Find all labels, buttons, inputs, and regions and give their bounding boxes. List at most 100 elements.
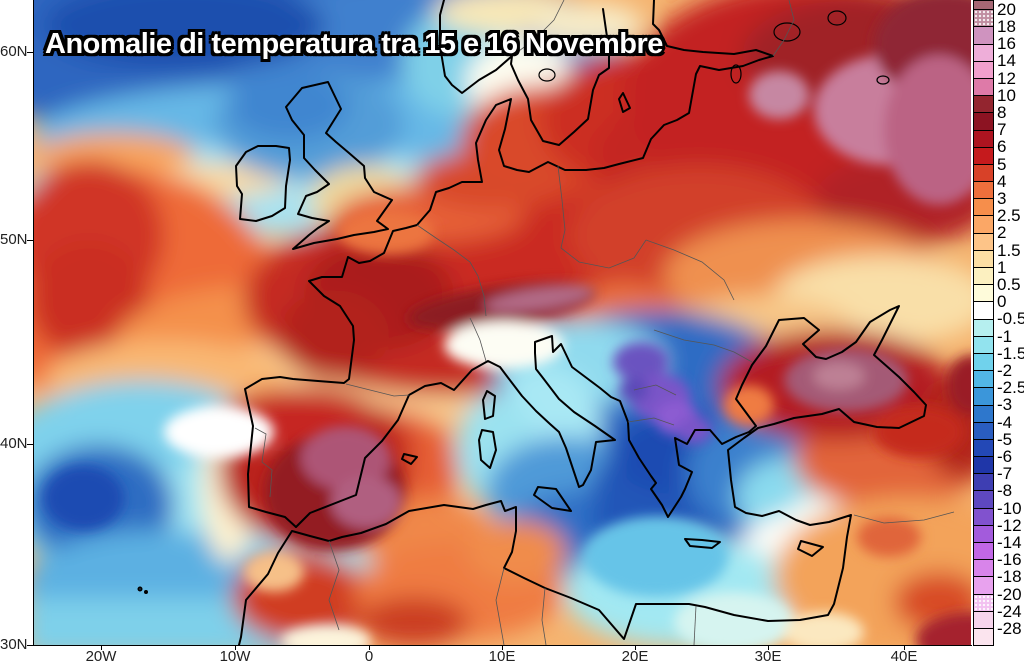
colorbar-cell	[974, 1, 993, 11]
colorbar-cell	[974, 199, 993, 217]
colorbar-cell	[974, 594, 993, 612]
colorbar-cell	[974, 113, 993, 131]
colorbar-cell	[974, 216, 993, 234]
lon-tick-mark	[635, 645, 636, 650]
colorbar-cell	[974, 543, 993, 561]
colorbar-tick-label: 18	[997, 16, 1016, 36]
colorbar-tick-label: -16	[997, 550, 1022, 570]
lon-tick-mark	[235, 645, 236, 650]
colorbar-cell	[974, 508, 993, 526]
lon-tick-mark	[502, 645, 503, 650]
colorbar-tick-label: -7	[997, 464, 1013, 484]
colorbar-tick-label: 5	[997, 154, 1007, 174]
colorbar-tick-label: 3	[997, 188, 1007, 208]
colorbar-tick-label: -10	[997, 498, 1022, 518]
colorbar-cell	[974, 319, 993, 337]
anomaly-field-svg	[34, 0, 971, 645]
colorbar-tick-label: 20	[997, 0, 1016, 19]
lat-tick-mark	[27, 52, 33, 53]
lat-tick-mark	[27, 240, 33, 241]
lat-tick-label: 50N	[0, 231, 28, 248]
colorbar-cell	[974, 405, 993, 423]
colorbar-cell	[974, 250, 993, 268]
colorbar-tick-label: -24	[997, 601, 1022, 621]
lon-tick-mark	[101, 645, 102, 650]
lon-tick-label: 20E	[621, 648, 649, 664]
colorbar-tick-label: -18	[997, 567, 1022, 587]
lon-tick-label: 30E	[754, 648, 782, 664]
colorbar-cell	[974, 628, 993, 645]
colorbar-cell	[974, 96, 993, 114]
colorbar-tick-label: -0.5	[997, 309, 1024, 329]
lat-tick-label: 60N	[0, 43, 28, 60]
colorbar-tick-label: 4	[997, 171, 1007, 191]
colorbar-cell	[974, 182, 993, 200]
colorbar-tick-label: 16	[997, 34, 1016, 54]
left-axis-line	[33, 0, 34, 645]
lat-tick-mark	[27, 444, 33, 445]
colorbar-cell	[974, 336, 993, 354]
colorbar-cell	[974, 285, 993, 303]
colorbar-cell	[974, 491, 993, 509]
colorbar-cell	[974, 611, 993, 629]
colorbar-tick-label: 1.5	[997, 240, 1021, 260]
colorbar-tick-label: 12	[997, 68, 1016, 88]
colorbar-cell	[974, 27, 993, 45]
colorbar-legend	[973, 0, 994, 646]
colorbar-cell	[974, 164, 993, 183]
colorbar-tick-label: 1	[997, 257, 1007, 277]
colorbar-tick-label: 0	[997, 292, 1007, 312]
colorbar-tick-label: -1.5	[997, 343, 1024, 363]
colorbar-tick-label: -6	[997, 446, 1013, 466]
lat-tick-label: 30N	[0, 636, 28, 653]
colorbar-cell	[974, 422, 993, 440]
colorbar-cell	[974, 474, 993, 492]
colorbar-tick-label: -3	[997, 395, 1013, 415]
colorbar-tick-label: -28	[997, 618, 1022, 638]
colorbar-cell	[974, 371, 993, 389]
colorbar-cell	[974, 577, 993, 595]
colorbar-tick-label: -14	[997, 532, 1022, 552]
colorbar-cell	[974, 353, 993, 372]
colorbar-cell	[974, 560, 993, 578]
lon-tick-label: 20W	[85, 648, 117, 664]
colorbar-cell	[974, 268, 993, 286]
lakes	[538, 10, 890, 85]
colorbar-cell	[974, 525, 993, 543]
lon-tick-label: 10W	[219, 648, 251, 664]
colorbar-tick-label: 6	[997, 137, 1007, 157]
colorbar-tick-label: 10	[997, 85, 1016, 105]
colorbar-cell	[974, 388, 993, 406]
lon-tick-label: 40E	[890, 648, 918, 664]
lon-tick-mark	[904, 645, 905, 650]
coastlines	[137, 0, 927, 645]
colorbar-cell	[974, 61, 993, 79]
colorbar-tick-label: -2.5	[997, 378, 1024, 398]
colorbar-cell	[974, 44, 993, 62]
lon-tick-mark	[369, 645, 370, 650]
colorbar-cells	[974, 1, 993, 645]
lon-tick-label: 10E	[488, 648, 516, 664]
colorbar-tick-label: 2	[997, 223, 1007, 243]
colorbar-tick-label: -20	[997, 584, 1022, 604]
colorbar-tick-label: -2	[997, 360, 1013, 380]
anomaly-blobs	[34, 0, 971, 645]
colorbar-cell	[974, 457, 993, 475]
colorbar-cell	[974, 233, 993, 251]
colorbar-tick-label: -1	[997, 326, 1013, 346]
map-canvas	[34, 0, 971, 645]
colorbar-tick-label: -8	[997, 481, 1013, 501]
colorbar-cell	[974, 78, 993, 97]
colorbar-tick-label: 7	[997, 120, 1007, 140]
country-borders	[254, 0, 955, 645]
colorbar-cell	[974, 147, 993, 165]
colorbar-tick-label: 14	[997, 51, 1016, 71]
lon-tick-mark	[768, 645, 769, 650]
colorbar-tick-label: -12	[997, 515, 1022, 535]
colorbar-cell	[974, 439, 993, 458]
colorbar-cell	[974, 10, 993, 28]
colorbar-tick-label: 2.5	[997, 206, 1021, 226]
lon-tick-label: 0	[364, 648, 374, 664]
lat-tick-mark	[27, 645, 33, 646]
